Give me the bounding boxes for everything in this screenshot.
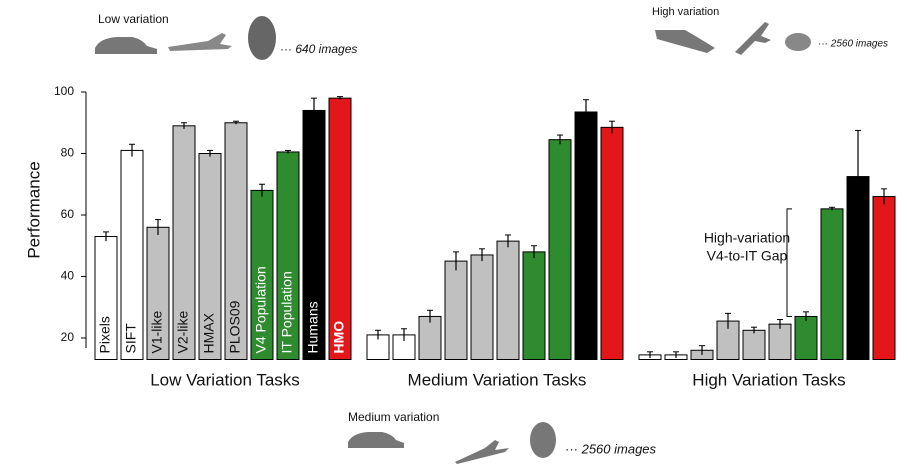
y-tick-label: 40 — [61, 269, 75, 283]
gap-annotation: V4-to-IT Gap — [707, 248, 788, 264]
bar — [522, 251, 546, 360]
y-tick-label: 20 — [61, 330, 75, 344]
bar — [574, 111, 598, 361]
legend-label: HMAX — [201, 312, 217, 353]
image-set-title: Medium variation — [348, 410, 439, 424]
legend-label: Pixels — [97, 316, 113, 353]
legend-label: HMO — [331, 321, 347, 354]
y-tick-label: 100 — [54, 84, 74, 98]
bar — [600, 126, 624, 360]
image-set-count: ··· 2560 images — [818, 39, 888, 50]
gap-annotation: High-variation — [704, 230, 790, 246]
legend-label: V1-like — [149, 310, 165, 353]
legend-label: IT Population — [279, 271, 295, 353]
bar — [496, 240, 520, 360]
image-set-count: ··· 2560 images — [565, 441, 657, 456]
y-tick-label: 60 — [61, 207, 75, 221]
legend-label: SIFT — [123, 323, 139, 354]
bar — [768, 323, 792, 361]
bar — [470, 254, 494, 360]
x-tick-label: Medium Variation Tasks — [408, 370, 587, 389]
bar — [794, 315, 818, 360]
bar — [444, 260, 468, 360]
bar — [872, 196, 896, 360]
bar — [328, 97, 352, 361]
image-set-title: High variation — [652, 6, 719, 18]
gap-bracket — [786, 208, 792, 317]
image-set-count: ··· 640 images — [280, 42, 357, 56]
x-tick-label: High Variation Tasks — [692, 370, 845, 389]
y-tick-label: 80 — [61, 146, 75, 160]
legend-label: PLOS09 — [227, 300, 243, 353]
bar — [742, 329, 766, 360]
medium-variation-images: Medium variation ··· 2560 images — [348, 410, 657, 464]
legend-label: V4 Population — [253, 266, 269, 353]
bar — [418, 315, 442, 360]
legend-label: Humans — [305, 301, 321, 353]
low-variation-images: Low variation ··· 640 images — [95, 12, 357, 60]
high-variation-images: High variation ··· 2560 images — [652, 6, 888, 55]
bar — [548, 139, 572, 360]
image-set-title: Low variation — [98, 12, 169, 26]
legend-label: V2-like — [175, 310, 191, 353]
y-axis-label: Performance — [24, 161, 43, 258]
x-tick-label: Low Variation Tasks — [150, 370, 300, 389]
bar — [820, 208, 844, 360]
